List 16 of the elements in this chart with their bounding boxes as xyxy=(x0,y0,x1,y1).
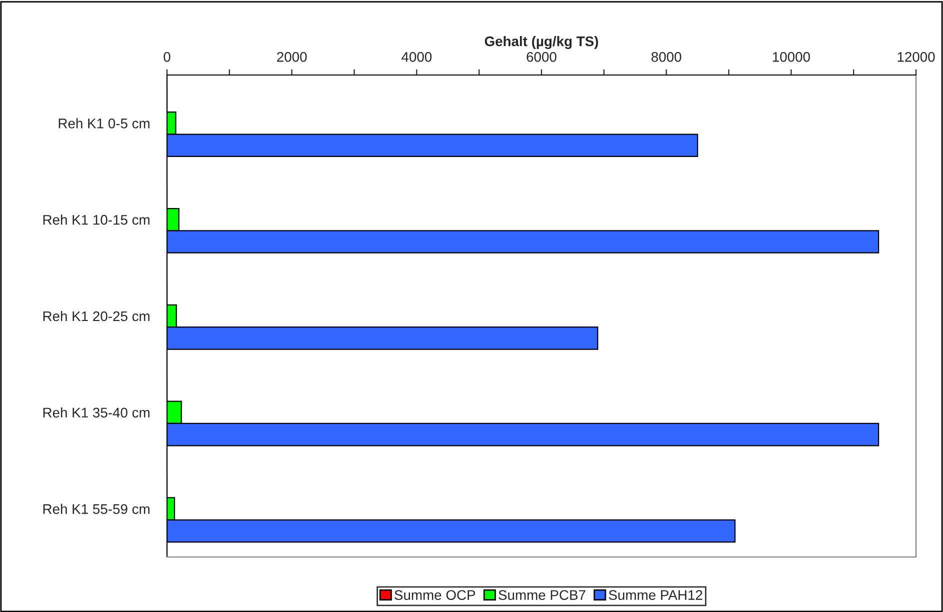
x-tick-label: 2000 xyxy=(277,52,307,62)
legend-label: Summe OCP xyxy=(394,590,476,600)
x-tick-label: 6000 xyxy=(526,52,556,62)
legend-label: Summe PCB7 xyxy=(498,590,586,600)
legend-label: Summe PAH12 xyxy=(608,590,702,600)
y-tick-label: Reh K1 55-59 cm xyxy=(43,504,150,514)
y-tick-label: Reh K1 10-15 cm xyxy=(43,214,150,225)
x-tick-label: 8000 xyxy=(651,52,682,62)
y-tick-label: Reh K1 35-40 cm xyxy=(43,407,150,418)
x-axis-title: Gehalt (µg/kg TS) xyxy=(484,36,598,50)
y-tick-label: Reh K1 20-25 cm xyxy=(43,310,150,322)
x-tick-label: 10000 xyxy=(772,52,810,62)
x-tick-label: 0 xyxy=(164,52,170,62)
y-tick-label: Reh K1 0-5 cm xyxy=(58,118,150,128)
x-tick-label: 12000 xyxy=(898,52,935,62)
x-tick-label: 4000 xyxy=(402,52,432,62)
